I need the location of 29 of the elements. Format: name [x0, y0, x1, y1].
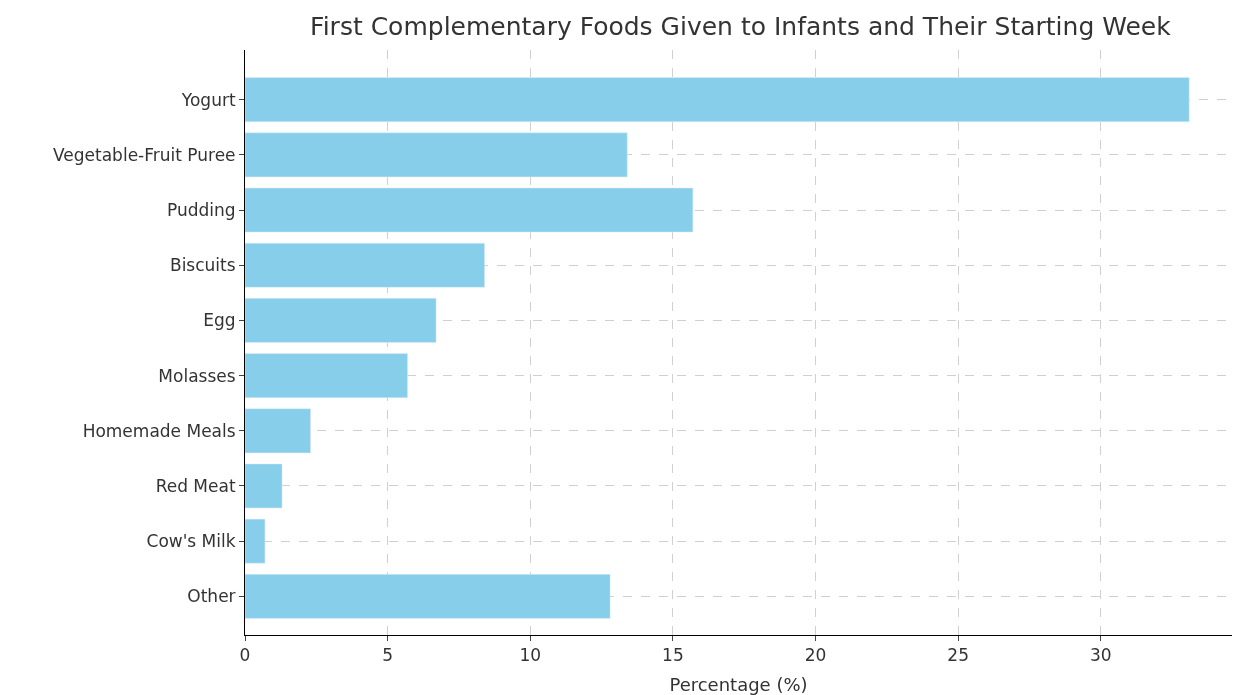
bar [245, 242, 485, 288]
x-tick-label: 10 [519, 645, 542, 666]
y-tick-label: Pudding [166, 200, 236, 220]
y-tick-label: Yogurt [180, 89, 236, 110]
bar [245, 77, 1190, 122]
bar [245, 132, 628, 178]
y-tick-label: Molasses [158, 365, 236, 386]
x-tick-label: 15 [662, 645, 684, 666]
y-tick-label: Biscuits [169, 255, 236, 276]
y-tick-label: Red Meat [155, 475, 236, 496]
chart-title: First Complementary Foods Given to Infants and Their Starting Week [310, 11, 1172, 41]
y-tick-label: Vegetable-Fruit Puree [53, 144, 236, 165]
x-tick-label: 30 [1089, 645, 1112, 666]
y-tick-label: Other [187, 586, 236, 607]
bar [245, 187, 694, 233]
bar [245, 463, 283, 509]
x-tick-label: 5 [382, 645, 394, 666]
bar [245, 408, 311, 454]
bar [245, 353, 408, 398]
x-tick-label: 20 [804, 645, 827, 666]
x-axis-title: Percentage (%) [669, 674, 808, 695]
y-tick-label: Egg [203, 310, 236, 331]
y-tick-label: Cow's Milk [146, 531, 236, 552]
x-tick-label: 0 [239, 645, 251, 666]
bar [245, 518, 266, 564]
bar [245, 298, 437, 343]
y-tick-label: Homemade Meals [82, 420, 236, 441]
bar [245, 574, 611, 619]
x-tick-label: 25 [947, 645, 969, 666]
